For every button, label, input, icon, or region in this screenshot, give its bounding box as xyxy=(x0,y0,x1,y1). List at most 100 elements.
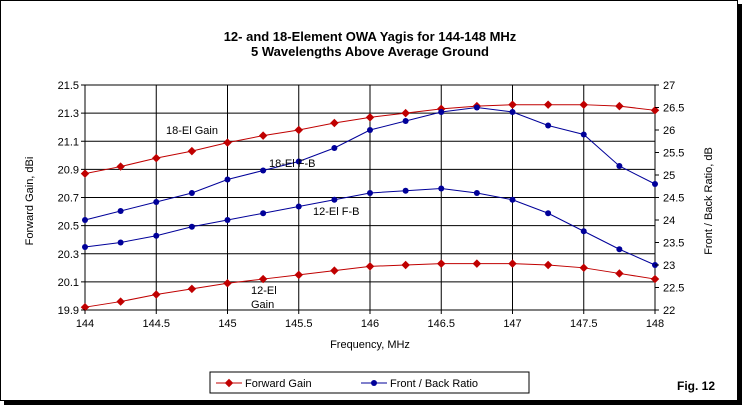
data-point-18-el-gain xyxy=(80,169,90,178)
y-right-tick-label: 24 xyxy=(663,215,675,227)
figure-label: Fig. 12 xyxy=(677,379,715,393)
data-point-18-el-gain xyxy=(152,153,161,163)
data-point-12-el-gain xyxy=(258,274,268,284)
data-point-18-el-gain xyxy=(615,101,624,111)
annotation-18el-gain: 18-El Gain xyxy=(166,125,218,137)
left-axis-title: Forward Gain, dBi xyxy=(24,157,36,246)
legend-label-front-back: Front / Back Ratio xyxy=(390,378,478,390)
data-point-12-el-gain xyxy=(579,263,588,273)
chart-subtitle: 5 Wavelengths Above Average Ground xyxy=(251,44,489,59)
data-point-18-el-f-b xyxy=(153,199,160,205)
y-left-tick-label: 20.5 xyxy=(58,221,79,233)
y-right-tick-label: 27 xyxy=(663,80,675,92)
y-left-tick-label: 20.7 xyxy=(58,193,79,205)
data-point-12-el-gain xyxy=(401,260,410,270)
data-point-12-el-gain xyxy=(543,260,553,270)
data-point-12-el-gain xyxy=(152,290,161,299)
data-point-12-el-f-b xyxy=(545,210,552,217)
chart-figure: 12- and 18-Element OWA Yagis for 144-148… xyxy=(0,0,738,401)
annotation-12el-fb: 12-El F-B xyxy=(313,206,359,218)
x-tick-label: 144 xyxy=(76,318,94,330)
data-point-18-el-gain xyxy=(116,162,125,171)
data-point-12-el-gain xyxy=(80,302,90,312)
data-point-12-el-f-b xyxy=(224,217,231,223)
x-tick-label: 147.5 xyxy=(570,318,598,330)
annotation-12el-gain-line1: 12-El xyxy=(251,285,277,297)
data-point-18-el-f-b xyxy=(509,109,516,115)
data-point-18-el-f-b xyxy=(652,181,658,187)
data-point-12-el-gain xyxy=(472,259,482,268)
y-left-tick-label: 20.1 xyxy=(58,277,79,289)
annotation-12el-gain-line2: Gain xyxy=(251,299,274,311)
y-right-tick-label: 22.5 xyxy=(663,283,684,295)
right-axis-title: Front / Back Ratio, dB xyxy=(703,147,715,255)
data-point-12-el-f-b xyxy=(509,196,516,203)
data-point-12-el-gain xyxy=(294,270,303,280)
data-point-12-el-f-b xyxy=(82,244,88,250)
data-point-18-el-f-b xyxy=(402,118,409,124)
x-tick-label: 148 xyxy=(646,318,664,330)
data-point-18-el-f-b xyxy=(545,122,552,129)
x-tick-label: 145 xyxy=(218,318,236,330)
data-point-12-el-f-b xyxy=(295,203,302,210)
data-point-12-el-gain xyxy=(615,269,624,278)
y-right-tick-label: 22 xyxy=(663,305,675,317)
data-point-18-el-f-b xyxy=(82,217,88,223)
y-left-tick-label: 20.9 xyxy=(58,164,79,176)
data-point-12-el-f-b xyxy=(153,232,160,239)
data-point-18-el-f-b xyxy=(367,127,373,133)
legend-marker-forward-gain xyxy=(224,378,234,388)
tick-labels: 19.9 20.1 20.3 20.5 20.7 20.9 21.1 21.3 21.5 144 1… xyxy=(58,80,685,330)
data-point-18-el-gain xyxy=(365,113,375,122)
y-left-tick-label: 19.9 xyxy=(58,305,79,317)
legend-marker-front-back xyxy=(371,380,377,386)
data-point-12-el-gain xyxy=(223,279,232,288)
chart-title: 12- and 18-Element OWA Yagis for 144-148… xyxy=(224,29,517,44)
y-right-tick-label: 26.5 xyxy=(663,103,684,115)
data-point-18-el-f-b xyxy=(331,145,338,151)
y-left-tick-label: 21.5 xyxy=(58,80,79,92)
y-left-tick-label: 21.1 xyxy=(58,136,79,148)
x-tick-label: 146 xyxy=(361,318,379,330)
y-right-tick-label: 25 xyxy=(663,170,675,182)
y-right-tick-label: 23.5 xyxy=(663,238,684,250)
data-point-12-el-f-b xyxy=(260,210,267,217)
data-point-12-el-gain xyxy=(116,297,125,306)
data-point-18-el-f-b xyxy=(473,104,480,111)
data-point-12-el-f-b xyxy=(580,228,587,235)
data-point-18-el-f-b xyxy=(580,131,587,138)
data-point-12-el-gain xyxy=(650,274,660,284)
data-point-12-el-gain xyxy=(330,266,339,275)
data-point-18-el-gain xyxy=(508,100,517,109)
data-point-18-el-gain xyxy=(401,108,410,118)
data-point-18-el-gain xyxy=(187,146,197,156)
data-point-18-el-f-b xyxy=(188,190,195,196)
data-point-18-el-f-b xyxy=(260,167,267,174)
x-tick-label: 146.5 xyxy=(427,318,455,330)
y-left-tick-label: 20.3 xyxy=(58,249,79,261)
data-point-12-el-f-b xyxy=(438,185,445,192)
data-point-12-el-f-b xyxy=(188,223,195,230)
data-point-18-el-gain xyxy=(223,138,232,147)
chart-canvas: 12- and 18-Element OWA Yagis for 144-148… xyxy=(24,29,715,394)
data-point-12-el-f-b xyxy=(117,239,124,246)
y-right-tick-label: 25.5 xyxy=(663,148,684,160)
y-right-tick-label: 24.5 xyxy=(663,193,684,205)
y-right-tick-label: 23 xyxy=(663,260,675,272)
data-point-18-el-gain xyxy=(579,100,588,109)
data-point-12-el-gain xyxy=(187,284,197,294)
data-point-12-el-f-b xyxy=(331,196,338,203)
data-point-18-el-gain xyxy=(294,125,303,135)
data-point-12-el-f-b xyxy=(616,246,623,253)
data-point-18-el-gain xyxy=(258,131,268,140)
x-tick-label: 145.5 xyxy=(285,318,313,330)
data-point-18-el-f-b xyxy=(117,208,124,214)
y-left-tick-label: 21.3 xyxy=(58,108,79,120)
data-point-18-el-f-b xyxy=(224,176,231,183)
x-axis-title: Frequency, MHz xyxy=(330,339,410,351)
x-tick-label: 144.5 xyxy=(142,318,170,330)
x-tick-label: 147 xyxy=(503,318,521,330)
data-point-18-el-f-b xyxy=(295,158,302,165)
data-point-12-el-f-b xyxy=(367,190,373,196)
annotation-18el-fb: 18-El F-B xyxy=(269,158,315,170)
